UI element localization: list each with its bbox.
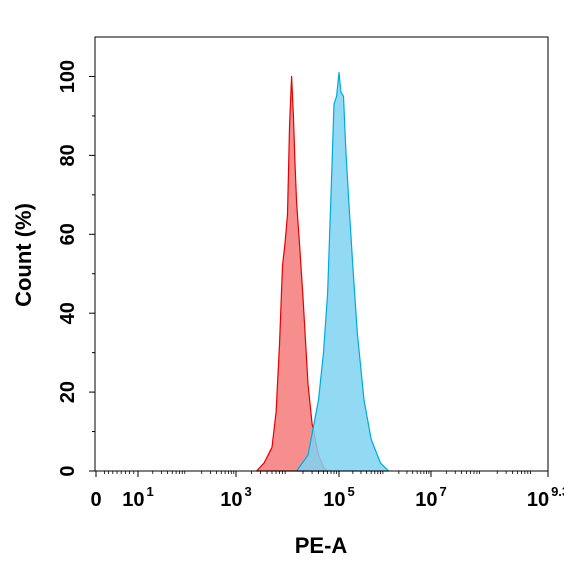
x-tick-label: 109.3	[527, 484, 564, 511]
y-tick-label: 100	[57, 60, 79, 93]
x-tick-label: 10 3	[220, 484, 251, 511]
y-tick-label: 60	[57, 223, 79, 245]
y-axis-title: Count (%)	[11, 203, 36, 307]
x-tick-label: 10 7	[415, 484, 446, 511]
histogram-series-2	[296, 71, 390, 472]
x-tick-label: 10 5	[323, 484, 354, 511]
y-tick-label: 40	[57, 302, 79, 324]
axes-layer	[89, 37, 549, 477]
labels-layer: 0 20 40 60 80 100 0 101 103 105 107 109.3	[57, 60, 564, 511]
series-layer	[255, 71, 390, 472]
x-tick-label: 0	[90, 489, 101, 511]
x-tick-label: 10 1	[122, 484, 153, 511]
y-tick-label: 80	[57, 144, 79, 166]
y-tick-label: 0	[57, 465, 79, 476]
x-axis-title: PE-A	[295, 533, 348, 558]
y-tick-label: 20	[57, 381, 79, 403]
